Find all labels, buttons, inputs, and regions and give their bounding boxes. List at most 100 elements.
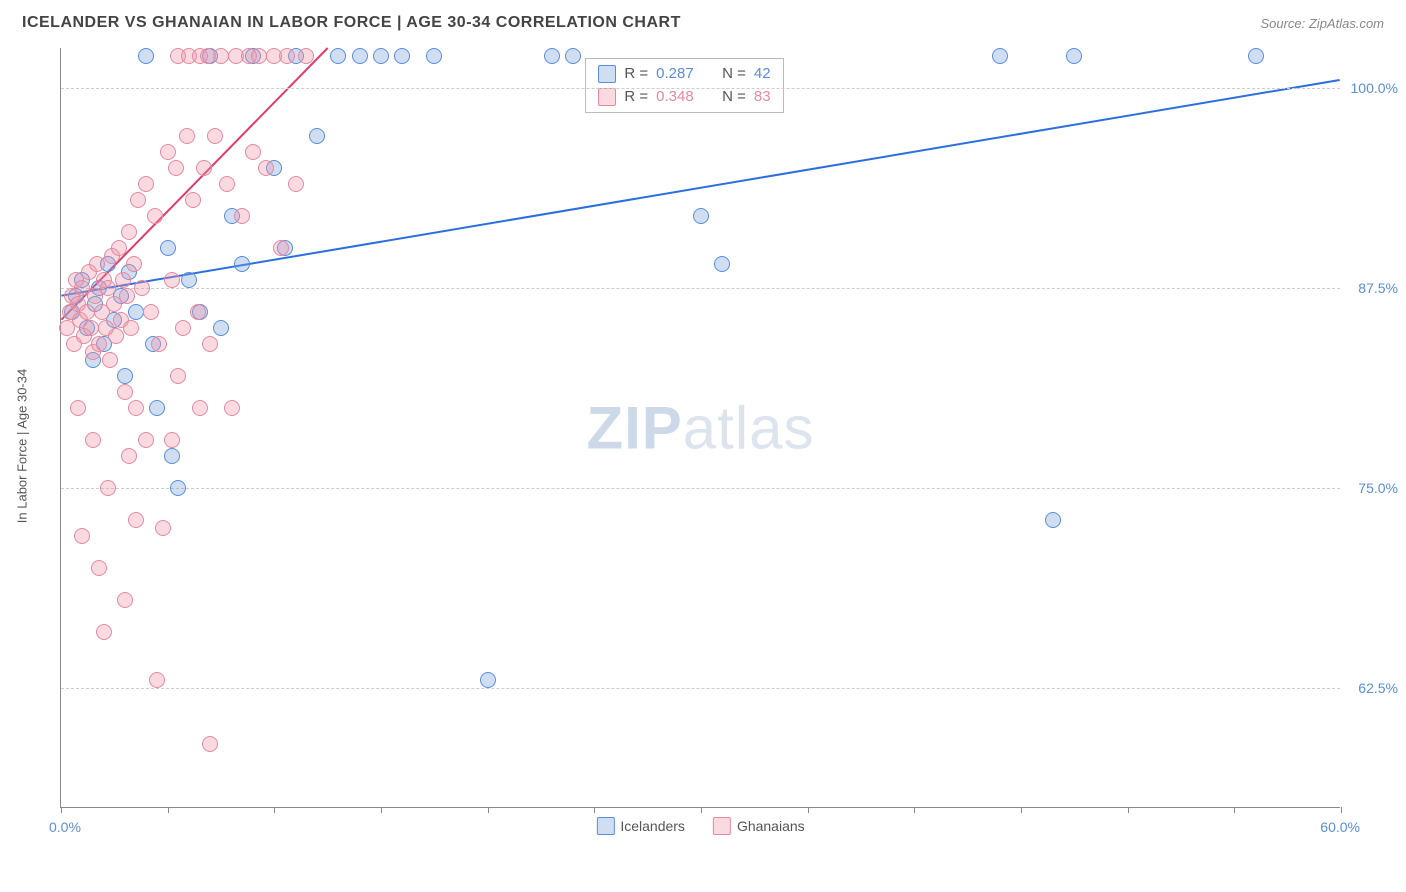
x-tick	[274, 807, 275, 813]
scatter-point	[1248, 48, 1264, 64]
scatter-point	[130, 192, 146, 208]
legend-stats-box: R = 0.287N = 42R = 0.348N = 83	[585, 58, 783, 113]
scatter-point	[185, 192, 201, 208]
r-label: R =	[624, 63, 648, 86]
scatter-point	[149, 400, 165, 416]
scatter-point	[74, 528, 90, 544]
n-value: 42	[754, 63, 771, 86]
scatter-point	[234, 256, 250, 272]
scatter-point	[992, 48, 1008, 64]
scatter-point	[181, 272, 197, 288]
x-tick	[381, 807, 382, 813]
legend-label: Icelanders	[620, 818, 685, 834]
scatter-point	[128, 304, 144, 320]
scatter-point	[258, 160, 274, 176]
scatter-point	[714, 256, 730, 272]
scatter-point	[91, 560, 107, 576]
legend-swatch	[598, 88, 616, 106]
scatter-point	[126, 256, 142, 272]
scatter-point	[190, 304, 206, 320]
scatter-point	[480, 672, 496, 688]
scatter-point	[138, 432, 154, 448]
scatter-point	[288, 176, 304, 192]
x-tick	[808, 807, 809, 813]
scatter-point	[202, 736, 218, 752]
scatter-point	[160, 144, 176, 160]
scatter-point	[213, 48, 229, 64]
scatter-point	[119, 288, 135, 304]
scatter-point	[224, 400, 240, 416]
scatter-point	[115, 272, 131, 288]
y-tick-label: 100.0%	[1351, 80, 1398, 96]
x-tick	[1341, 807, 1342, 813]
r-value: 0.287	[656, 63, 706, 86]
scatter-point	[234, 208, 250, 224]
scatter-point	[138, 48, 154, 64]
x-tick	[701, 807, 702, 813]
scatter-point	[298, 48, 314, 64]
legend-stats-row: R = 0.287 N = 42	[598, 63, 770, 86]
y-tick-label: 62.5%	[1358, 680, 1398, 696]
x-min-label: 0.0%	[49, 819, 81, 835]
chart-title: ICELANDER VS GHANAIAN IN LABOR FORCE | A…	[22, 14, 681, 32]
scatter-point	[128, 512, 144, 528]
scatter-point	[164, 432, 180, 448]
scatter-point	[352, 48, 368, 64]
scatter-point	[170, 480, 186, 496]
scatter-point	[111, 240, 127, 256]
scatter-point	[79, 304, 95, 320]
x-tick	[1128, 807, 1129, 813]
scatter-point	[207, 128, 223, 144]
scatter-point	[164, 448, 180, 464]
x-tick	[914, 807, 915, 813]
y-axis-label: In Labor Force | Age 30-34	[15, 369, 30, 523]
scatter-point	[85, 432, 101, 448]
scatter-point	[128, 400, 144, 416]
scatter-point	[273, 240, 289, 256]
scatter-point	[196, 160, 212, 176]
scatter-point	[147, 208, 163, 224]
y-tick-label: 87.5%	[1358, 280, 1398, 296]
source-label: Source: ZipAtlas.com	[1260, 16, 1384, 31]
scatter-point	[117, 368, 133, 384]
scatter-point	[251, 48, 267, 64]
x-tick	[168, 807, 169, 813]
gridline	[61, 488, 1340, 489]
bottom-legend: Icelanders Ghanaians	[596, 817, 804, 835]
scatter-point	[394, 48, 410, 64]
legend-swatch	[713, 817, 731, 835]
scatter-point	[1066, 48, 1082, 64]
scatter-point	[1045, 512, 1061, 528]
gridline	[61, 288, 1340, 289]
scatter-point	[175, 320, 191, 336]
scatter-point	[121, 448, 137, 464]
n-label: N =	[722, 63, 746, 86]
scatter-point	[149, 672, 165, 688]
y-tick-label: 75.0%	[1358, 480, 1398, 496]
scatter-point	[117, 592, 133, 608]
legend-item: Ghanaians	[713, 817, 805, 835]
scatter-point	[100, 280, 116, 296]
scatter-point	[96, 624, 112, 640]
x-tick	[61, 807, 62, 813]
scatter-point	[168, 160, 184, 176]
scatter-point	[192, 400, 208, 416]
trend-lines	[61, 48, 1340, 807]
legend-swatch	[596, 817, 614, 835]
scatter-point	[121, 224, 137, 240]
scatter-point	[151, 336, 167, 352]
scatter-point	[179, 128, 195, 144]
x-tick	[1021, 807, 1022, 813]
scatter-point	[373, 48, 389, 64]
scatter-point	[108, 328, 124, 344]
scatter-point	[330, 48, 346, 64]
gridline	[61, 88, 1340, 89]
scatter-point	[219, 176, 235, 192]
scatter-point	[279, 48, 295, 64]
x-tick	[488, 807, 489, 813]
scatter-point	[245, 144, 261, 160]
scatter-point	[164, 272, 180, 288]
scatter-point	[102, 352, 118, 368]
scatter-point	[117, 384, 133, 400]
scatter-point	[143, 304, 159, 320]
